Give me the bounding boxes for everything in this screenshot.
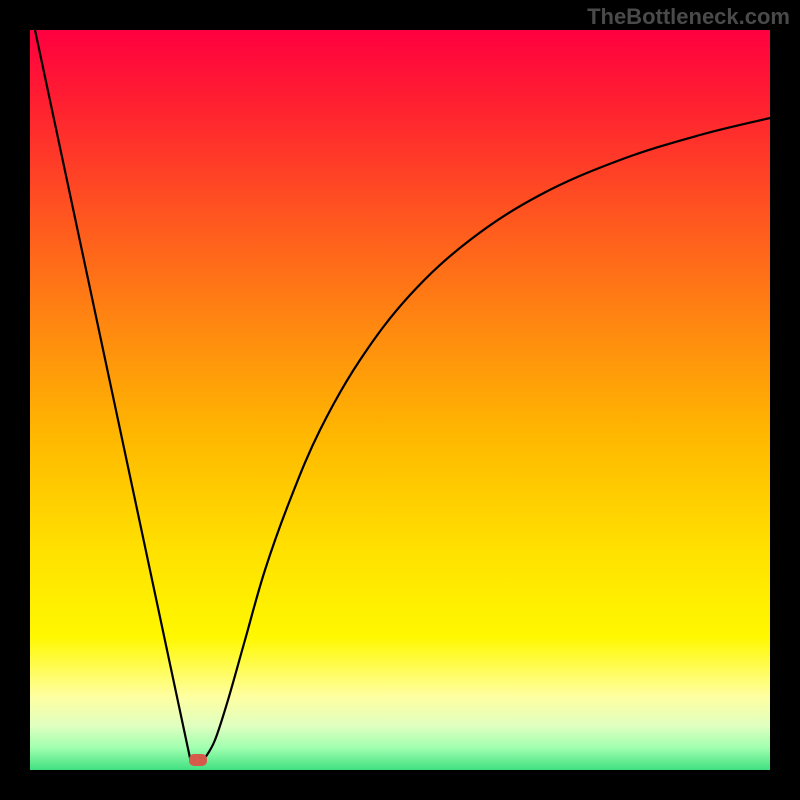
bottleneck-chart: TheBottleneck.com — [0, 0, 800, 800]
chart-svg — [0, 0, 800, 800]
minimum-marker — [189, 754, 207, 766]
plot-background — [30, 30, 770, 770]
watermark-text: TheBottleneck.com — [587, 4, 790, 30]
